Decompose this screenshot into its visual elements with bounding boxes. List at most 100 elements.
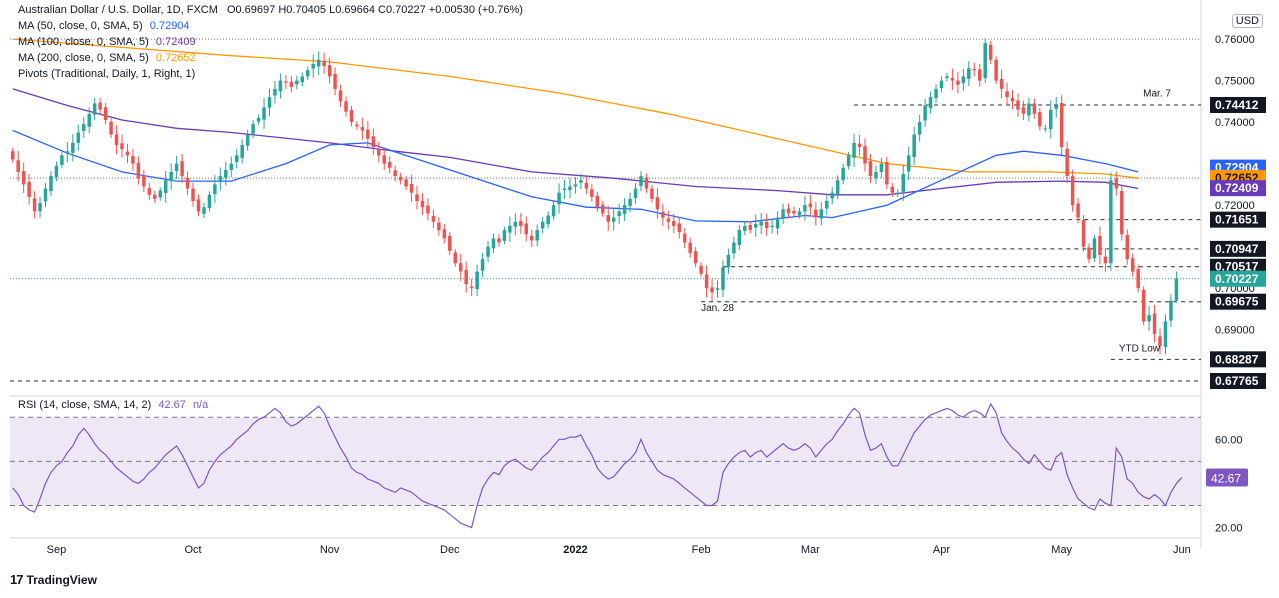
candle-body bbox=[338, 90, 343, 102]
price-tag-label: 0.74412 bbox=[1215, 98, 1259, 112]
chart-annotation: Jan. 28 bbox=[701, 303, 734, 314]
candle-body bbox=[1130, 258, 1135, 272]
candle-body bbox=[819, 209, 824, 219]
candle-body bbox=[322, 60, 326, 67]
chart-annotation: YTD Low bbox=[1119, 344, 1161, 355]
price-tag-label: 0.70517 bbox=[1215, 260, 1259, 274]
candle-body bbox=[1043, 128, 1048, 130]
candle-body bbox=[524, 223, 529, 235]
candle-body bbox=[1081, 220, 1086, 247]
candle-body bbox=[114, 134, 119, 145]
candle-body bbox=[267, 97, 272, 108]
candle-body bbox=[879, 163, 884, 172]
candle-body bbox=[661, 211, 665, 218]
time-tick-label: May bbox=[1051, 544, 1072, 556]
candle-body bbox=[967, 68, 971, 79]
candle-body bbox=[82, 124, 86, 131]
legend-pivots[interactable]: Pivots (Traditional, Daily, 1, Right, 1) bbox=[18, 67, 195, 81]
candle-body bbox=[71, 142, 75, 153]
legend-ma100[interactable]: MA (100, close, 0, SMA, 5) 0.72409 bbox=[18, 35, 196, 49]
brand-name: TradingView bbox=[26, 572, 97, 587]
candle-body bbox=[1098, 235, 1102, 255]
candle-body bbox=[360, 127, 365, 131]
candle-body bbox=[830, 192, 834, 199]
candle-body bbox=[431, 215, 436, 222]
candle-body bbox=[92, 103, 97, 115]
candle-body bbox=[240, 144, 244, 158]
candle-body bbox=[682, 233, 687, 243]
candle-body bbox=[988, 44, 993, 60]
candle-body bbox=[732, 242, 736, 254]
time-tick-label: Mar bbox=[801, 544, 820, 556]
price-tick-label: 0.72000 bbox=[1215, 200, 1255, 212]
candle-body bbox=[721, 267, 725, 290]
pivots-label: Pivots (Traditional, Daily, 1, Right, 1) bbox=[18, 68, 196, 80]
candle-body bbox=[617, 211, 621, 216]
candle-body bbox=[43, 188, 48, 202]
candle-body bbox=[1076, 203, 1080, 218]
candle-body bbox=[245, 134, 250, 146]
candle-body bbox=[103, 107, 108, 121]
candle-body bbox=[764, 221, 769, 228]
chart-title: Australian Dollar / U.S. Dollar, 1D, FXC… bbox=[18, 4, 218, 16]
candle-body bbox=[896, 192, 900, 194]
candle-body bbox=[502, 230, 507, 241]
candle-body bbox=[284, 81, 288, 83]
price-tick-label: 0.69000 bbox=[1215, 325, 1255, 337]
candle-body bbox=[562, 188, 567, 191]
candle-body bbox=[10, 151, 15, 160]
candle-body bbox=[60, 155, 64, 165]
legend-rsi[interactable]: RSI (14, close, SMA, 14, 2) 42.67 n/a bbox=[18, 398, 208, 412]
candle-body bbox=[710, 287, 714, 293]
time-tick-label: Jun bbox=[1173, 544, 1191, 556]
candle-body bbox=[344, 101, 348, 112]
candle-body bbox=[185, 177, 190, 189]
candle-body bbox=[1032, 103, 1037, 114]
price-tag bbox=[1210, 351, 1266, 368]
candle-body bbox=[262, 107, 266, 120]
candle-body bbox=[415, 194, 419, 201]
price-tag bbox=[1210, 97, 1266, 114]
candle-body bbox=[688, 242, 692, 253]
currency-button[interactable]: USD bbox=[1231, 14, 1263, 28]
candle-body bbox=[590, 189, 594, 197]
price-tag-label: 0.71651 bbox=[1215, 213, 1259, 227]
candle-body bbox=[38, 203, 42, 212]
candle-body bbox=[426, 205, 430, 214]
candle-body bbox=[16, 160, 20, 172]
candle-body bbox=[404, 179, 408, 187]
legend-ma50[interactable]: MA (50, close, 0, SMA, 5) 0.72904 bbox=[18, 19, 190, 33]
candle-body bbox=[464, 269, 468, 285]
candle-body bbox=[169, 171, 173, 182]
candle-body bbox=[109, 121, 113, 135]
candle-body bbox=[1152, 313, 1157, 334]
candle-body bbox=[1158, 336, 1162, 347]
candle-body bbox=[551, 205, 556, 217]
candle-body bbox=[595, 196, 600, 208]
chart-title-line: Australian Dollar / U.S. Dollar, 1D, FXC… bbox=[18, 3, 523, 17]
candle-body bbox=[633, 188, 638, 199]
candle-body bbox=[366, 129, 370, 139]
candle-body bbox=[1169, 300, 1173, 321]
candle-body bbox=[349, 110, 354, 123]
candle-body bbox=[371, 136, 376, 148]
candle-body bbox=[458, 263, 463, 272]
candle-body bbox=[1049, 109, 1053, 130]
candle-body bbox=[748, 225, 753, 231]
candle-body bbox=[868, 161, 873, 177]
candle-body bbox=[584, 182, 589, 189]
candle-body bbox=[781, 209, 785, 219]
candle-body bbox=[803, 205, 807, 212]
candle-body bbox=[1092, 238, 1097, 259]
candle-body bbox=[147, 188, 152, 195]
rsi-tag-label: 42.67 bbox=[1211, 472, 1241, 486]
candle-body bbox=[333, 73, 337, 89]
candle-body bbox=[1016, 100, 1020, 110]
candle-body bbox=[289, 81, 294, 87]
candle-body bbox=[420, 201, 425, 208]
candle-body bbox=[923, 105, 927, 121]
candle-body bbox=[568, 186, 572, 191]
candle-body bbox=[87, 113, 91, 127]
legend-ma200[interactable]: MA (200, close, 0, SMA, 5) 0.72652 bbox=[18, 51, 196, 65]
